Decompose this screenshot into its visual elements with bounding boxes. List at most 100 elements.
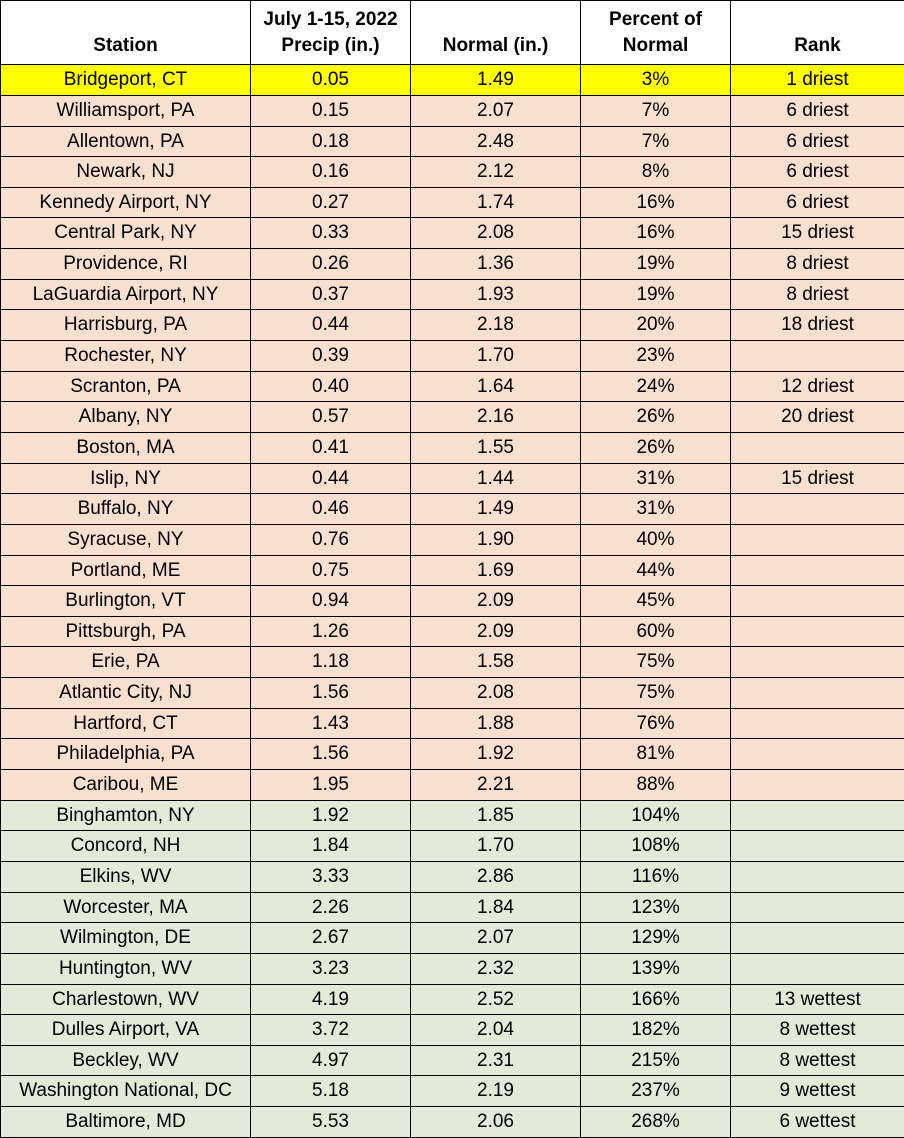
cell-pct: 20% — [581, 310, 731, 341]
cell-rank — [731, 800, 904, 831]
cell-pct: 26% — [581, 432, 731, 463]
cell-precip: 0.44 — [251, 463, 411, 494]
table-row: Providence, RI0.261.3619%8 driest — [1, 249, 904, 280]
cell-pct: 40% — [581, 524, 731, 555]
cell-rank: 6 driest — [731, 187, 904, 218]
cell-station: Syracuse, NY — [1, 524, 251, 555]
cell-normal: 1.90 — [411, 524, 581, 555]
cell-pct: 76% — [581, 708, 731, 739]
cell-station: Providence, RI — [1, 249, 251, 280]
cell-precip: 5.53 — [251, 1107, 411, 1138]
cell-normal: 2.06 — [411, 1107, 581, 1138]
cell-pct: 16% — [581, 187, 731, 218]
cell-precip: 0.18 — [251, 126, 411, 157]
cell-rank: 18 driest — [731, 310, 904, 341]
cell-pct: 45% — [581, 586, 731, 617]
table-row: Buffalo, NY0.461.4931% — [1, 494, 904, 525]
cell-station: Baltimore, MD — [1, 1107, 251, 1138]
cell-normal: 2.08 — [411, 678, 581, 709]
cell-normal: 1.49 — [411, 65, 581, 96]
cell-rank: 12 driest — [731, 371, 904, 402]
cell-station: Williamsport, PA — [1, 95, 251, 126]
cell-precip: 5.18 — [251, 1076, 411, 1107]
cell-rank — [731, 892, 904, 923]
table-row: Islip, NY0.441.4431%15 driest — [1, 463, 904, 494]
col-header-pct: Percent of Normal — [581, 1, 731, 65]
table-row: Concord, NH1.841.70108% — [1, 831, 904, 862]
cell-precip: 3.33 — [251, 861, 411, 892]
cell-normal: 2.86 — [411, 861, 581, 892]
cell-station: Portland, ME — [1, 555, 251, 586]
cell-pct: 16% — [581, 218, 731, 249]
cell-pct: 268% — [581, 1107, 731, 1138]
table-row: LaGuardia Airport, NY0.371.9319%8 driest — [1, 279, 904, 310]
cell-precip: 1.92 — [251, 800, 411, 831]
cell-precip: 3.23 — [251, 953, 411, 984]
table-row: Hartford, CT1.431.8876% — [1, 708, 904, 739]
cell-rank — [731, 953, 904, 984]
cell-station: Charlestown, WV — [1, 984, 251, 1015]
cell-pct: 7% — [581, 126, 731, 157]
cell-precip: 1.95 — [251, 770, 411, 801]
table-body: Bridgeport, CT0.051.493%1 driestWilliams… — [1, 65, 904, 1137]
col-header-precip: July 1-15, 2022 Precip (in.) — [251, 1, 411, 65]
table-row: Wilmington, DE2.672.07129% — [1, 923, 904, 954]
table-row: Worcester, MA2.261.84123% — [1, 892, 904, 923]
cell-precip: 0.44 — [251, 310, 411, 341]
cell-station: Harrisburg, PA — [1, 310, 251, 341]
cell-normal: 2.19 — [411, 1076, 581, 1107]
table-row: Huntington, WV3.232.32139% — [1, 953, 904, 984]
cell-precip: 0.57 — [251, 402, 411, 433]
table-row: Central Park, NY0.332.0816%15 driest — [1, 218, 904, 249]
cell-station: Pittsburgh, PA — [1, 616, 251, 647]
table-row: Caribou, ME1.952.2188% — [1, 770, 904, 801]
cell-rank — [731, 341, 904, 372]
cell-normal: 2.32 — [411, 953, 581, 984]
cell-station: Buffalo, NY — [1, 494, 251, 525]
cell-rank — [731, 708, 904, 739]
cell-normal: 1.55 — [411, 432, 581, 463]
cell-normal: 1.70 — [411, 341, 581, 372]
table-row: Baltimore, MD5.532.06268%6 wettest — [1, 1107, 904, 1138]
cell-pct: 19% — [581, 279, 731, 310]
cell-station: LaGuardia Airport, NY — [1, 279, 251, 310]
cell-normal: 1.74 — [411, 187, 581, 218]
cell-rank: 15 driest — [731, 218, 904, 249]
cell-pct: 129% — [581, 923, 731, 954]
cell-normal: 1.84 — [411, 892, 581, 923]
table-row: Pittsburgh, PA1.262.0960% — [1, 616, 904, 647]
cell-rank — [731, 678, 904, 709]
cell-pct: 60% — [581, 616, 731, 647]
cell-pct: 108% — [581, 831, 731, 862]
cell-rank: 9 wettest — [731, 1076, 904, 1107]
cell-rank: 8 driest — [731, 249, 904, 280]
cell-station: Binghamton, NY — [1, 800, 251, 831]
table-row: Kennedy Airport, NY0.271.7416%6 driest — [1, 187, 904, 218]
cell-normal: 2.18 — [411, 310, 581, 341]
cell-pct: 75% — [581, 678, 731, 709]
table-header: StationJuly 1-15, 2022 Precip (in.)Norma… — [1, 1, 904, 65]
cell-precip: 4.19 — [251, 984, 411, 1015]
cell-pct: 215% — [581, 1045, 731, 1076]
cell-normal: 2.07 — [411, 923, 581, 954]
table-row: Rochester, NY0.391.7023% — [1, 341, 904, 372]
cell-normal: 2.09 — [411, 616, 581, 647]
cell-rank — [731, 432, 904, 463]
cell-rank: 1 driest — [731, 65, 904, 96]
cell-pct: 81% — [581, 739, 731, 770]
cell-pct: 19% — [581, 249, 731, 280]
table-row: Portland, ME0.751.6944% — [1, 555, 904, 586]
cell-station: Atlantic City, NJ — [1, 678, 251, 709]
cell-normal: 2.04 — [411, 1015, 581, 1046]
cell-pct: 139% — [581, 953, 731, 984]
cell-pct: 166% — [581, 984, 731, 1015]
cell-station: Beckley, WV — [1, 1045, 251, 1076]
table-row: Dulles Airport, VA3.722.04182%8 wettest — [1, 1015, 904, 1046]
cell-rank — [731, 739, 904, 770]
cell-station: Scranton, PA — [1, 371, 251, 402]
table-row: Washington National, DC5.182.19237%9 wet… — [1, 1076, 904, 1107]
cell-rank: 20 driest — [731, 402, 904, 433]
cell-pct: 31% — [581, 494, 731, 525]
cell-pct: 3% — [581, 65, 731, 96]
cell-normal: 2.48 — [411, 126, 581, 157]
